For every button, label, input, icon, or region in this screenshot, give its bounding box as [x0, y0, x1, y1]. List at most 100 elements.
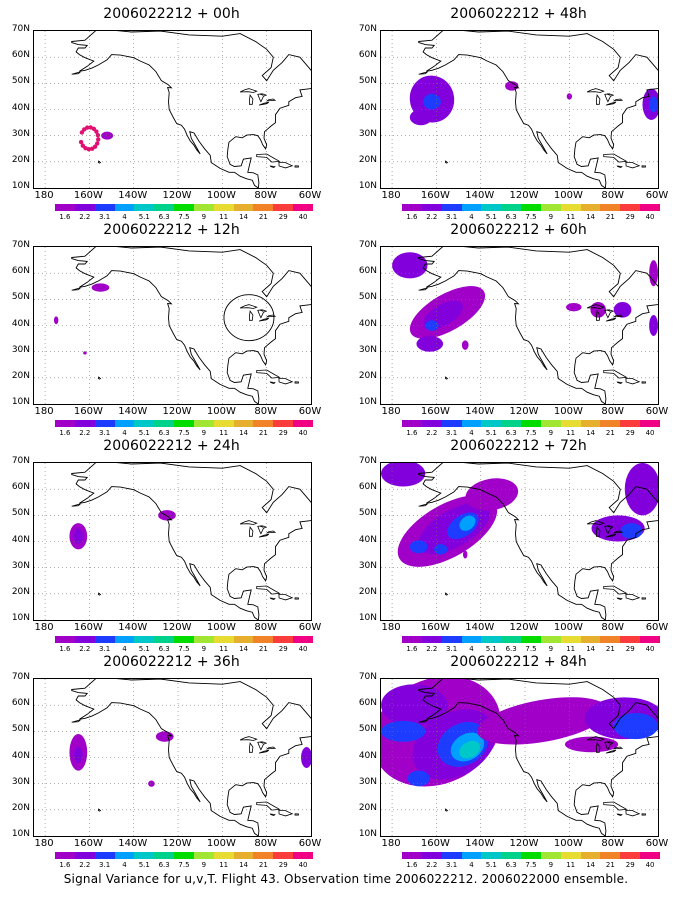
island-outline: [294, 597, 300, 600]
lat-tick-label: 10N: [358, 397, 377, 407]
colorbar-swatch: [640, 204, 660, 211]
colorbar-swatch: [213, 204, 234, 211]
colorbar-tick-label: 11: [219, 861, 229, 869]
panel-title: 2006022212 + 36h: [103, 654, 240, 670]
variance-region: [459, 515, 476, 531]
lon-tick-label: 140W: [465, 622, 495, 633]
island-outline: [249, 526, 254, 537]
variance-region: [649, 96, 658, 113]
colorbar-swatch: [174, 420, 194, 427]
variance-region: [409, 109, 432, 126]
lat-tick-label: 20N: [358, 154, 377, 165]
island-outline: [586, 304, 605, 309]
colorbar-swatch: [600, 852, 621, 859]
island-outline: [278, 162, 294, 169]
lon-tick-label: 180: [381, 838, 401, 849]
lon-tick-label: 80W: [254, 838, 277, 849]
colorbar-tick-label: 9: [548, 645, 554, 653]
island-outline: [586, 88, 605, 93]
colorbar-tick-label: 4: [469, 429, 474, 437]
colorbar-tick-label: 29: [278, 429, 288, 437]
colorbar-tick-label: 1.6: [59, 861, 71, 869]
lat-tick-label: 70N: [358, 24, 377, 34]
colorbar-tick-label: 2.2: [79, 645, 91, 653]
colorbar-tick-label: 11: [219, 645, 229, 653]
variance-region: [423, 93, 441, 110]
lon-tick-label: 60W: [645, 838, 669, 849]
colorbar-swatch: [94, 420, 115, 427]
island-outline: [641, 813, 647, 816]
colorbar: [402, 636, 660, 643]
map-canvas: [34, 463, 311, 620]
colorbar-swatch: [193, 420, 214, 427]
colorbar-swatch: [114, 636, 135, 643]
colorbar-swatch: [540, 852, 561, 859]
colorbar-tick-label: 29: [278, 213, 288, 221]
variance-region: [459, 740, 481, 759]
island-outline: [294, 813, 300, 816]
lon-tick-label: 100W: [553, 406, 583, 417]
island-outline: [265, 530, 277, 534]
colorbar-swatch: [580, 852, 601, 859]
colorbar-tick-label: 6.3: [505, 645, 517, 653]
colorbar-tick-label: 6.3: [158, 429, 170, 437]
lon-tick-label: 60W: [645, 622, 669, 633]
lon-tick-label: 80W: [601, 622, 624, 633]
lon-tick-label: 120W: [162, 190, 192, 201]
colorbar-tick-label: 2.2: [79, 213, 91, 221]
lat-tick-label: 20N: [11, 154, 30, 165]
map-panel: [380, 678, 659, 837]
colorbar-swatch: [421, 204, 442, 211]
colorbar-tick-label: 14: [586, 861, 595, 869]
map-panel: [380, 246, 659, 405]
colorbar-swatch: [402, 204, 422, 211]
colorbar-swatch: [402, 852, 422, 859]
colorbar-swatch: [55, 420, 75, 427]
lon-tick-label: 80W: [254, 406, 277, 417]
panel-title: 2006022212 + 24h: [103, 438, 240, 454]
variance-region: [477, 697, 609, 745]
lat-tick-label: 10N: [11, 181, 30, 191]
colorbar-swatch: [74, 204, 95, 211]
lat-tick-label: 30N: [11, 344, 30, 355]
lat-tick-label: 40N: [358, 318, 377, 329]
colorbar-swatch: [154, 636, 175, 643]
colorbar-tick-label: 3.1: [99, 645, 111, 653]
colorbar-tick-label: 40: [298, 645, 308, 653]
colorbar-tick-label: 2.2: [79, 429, 91, 437]
lat-tick-label: 60N: [358, 266, 377, 277]
colorbar-tick-label: 29: [278, 861, 288, 869]
variance-region: [425, 320, 439, 331]
island-outline: [641, 165, 647, 168]
island-outline: [258, 533, 270, 538]
colorbar-tick-label: 14: [239, 429, 248, 437]
variance-region: [613, 713, 658, 740]
island-outline: [596, 310, 601, 321]
colorbar: [55, 420, 313, 427]
variance-region: [461, 340, 469, 350]
colorbar-swatch: [114, 420, 135, 427]
colorbar-tick-label: 11: [566, 861, 576, 869]
colorbar-tick-label: 7.5: [525, 213, 537, 221]
colorbar-tick-label: 1.6: [59, 645, 71, 653]
lat-tick-label: 20N: [11, 802, 30, 813]
lon-tick-label: 160W: [73, 622, 103, 633]
colorbar-tick-label: 5.1: [138, 645, 150, 653]
lat-tick-label: 20N: [358, 586, 377, 597]
panel-title: 2006022212 + 60h: [450, 222, 587, 238]
lat-tick-label: 60N: [11, 698, 30, 709]
colorbar-swatch: [481, 636, 502, 643]
colorbar-swatch: [273, 852, 294, 859]
island-outline: [269, 165, 276, 169]
colorbar-tick-label: 4: [469, 645, 474, 653]
variance-region: [91, 283, 110, 292]
colorbar-swatch: [600, 420, 621, 427]
colorbar-tick-label: 11: [566, 645, 576, 653]
colorbar-tick-label: 7.5: [178, 429, 190, 437]
island-outline: [256, 801, 281, 811]
colorbar-swatch: [193, 852, 214, 859]
colorbar-tick-label: 29: [278, 645, 288, 653]
highlight-circle: [223, 294, 275, 342]
lon-tick-label: 60W: [298, 838, 322, 849]
colorbar-tick-label: 1.6: [406, 213, 418, 221]
